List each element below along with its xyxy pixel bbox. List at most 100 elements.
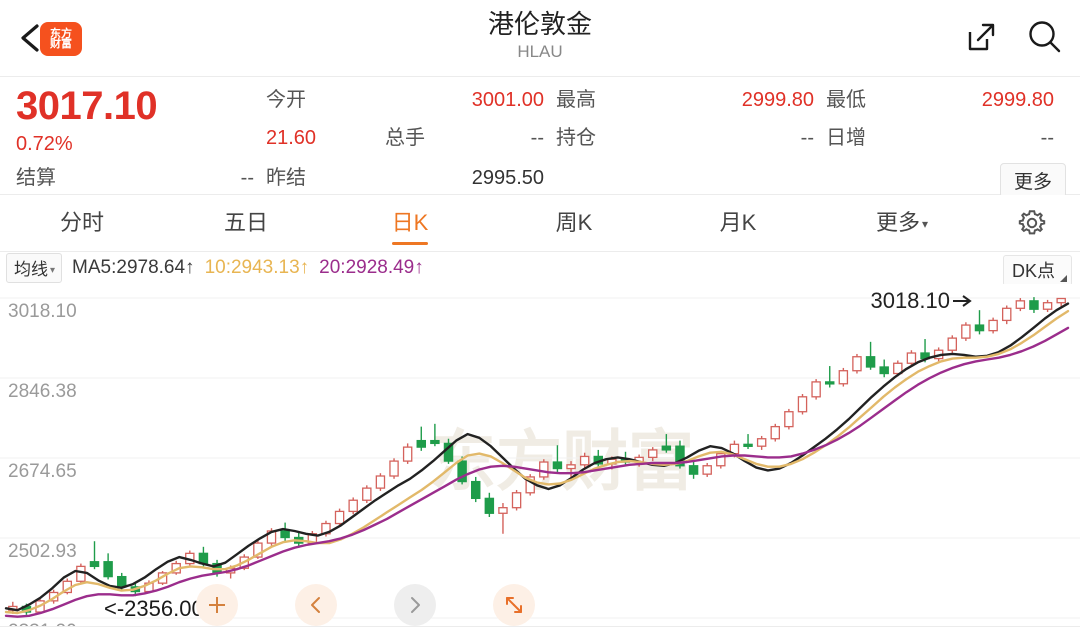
quote-field-open: 今开 3001.00 bbox=[266, 83, 556, 121]
chevron-left-icon bbox=[21, 24, 39, 52]
ma-values: MA5:2978.64↑ 10:2943.13↑ 20:2928.49↑ bbox=[72, 257, 424, 279]
chart-settings-button[interactable] bbox=[984, 207, 1080, 239]
candlestick bbox=[988, 319, 998, 332]
candlestick bbox=[280, 530, 290, 539]
candlestick bbox=[1042, 302, 1053, 310]
candlestick bbox=[906, 352, 917, 364]
chart-gridlines bbox=[0, 297, 1080, 619]
quote-value-volume: -- bbox=[530, 127, 544, 149]
candlestick bbox=[974, 324, 985, 332]
candlestick bbox=[76, 565, 86, 582]
bottom-bar bbox=[0, 626, 1080, 641]
share-external-link-icon bbox=[968, 23, 995, 51]
chevron-down-icon: ▾ bbox=[50, 265, 56, 276]
candlestick bbox=[1001, 307, 1012, 322]
candlestick bbox=[784, 411, 794, 428]
tab-fenshi[interactable]: 分时 bbox=[0, 195, 164, 251]
candlestick bbox=[1015, 300, 1026, 309]
quote-field-volume: 21.60 总手 -- bbox=[266, 121, 556, 159]
brand-logo-line2: 财富 bbox=[50, 37, 72, 50]
candlestick bbox=[566, 464, 576, 470]
candlestick bbox=[824, 381, 835, 385]
ma-selector-label: 均线 bbox=[14, 260, 48, 279]
moving-average-lines bbox=[4, 302, 1070, 618]
quote-value-position: -- bbox=[800, 127, 814, 149]
candlestick bbox=[362, 487, 372, 501]
candlestick bbox=[511, 492, 522, 509]
ma5-value: MA5:2978.64↑ bbox=[72, 257, 195, 278]
chevron-right-icon bbox=[411, 597, 420, 613]
quote-field-settle: 结算 -- bbox=[16, 161, 266, 199]
dk-point-toggle[interactable]: DK点 bbox=[1002, 255, 1072, 286]
tab-dayk[interactable]: 日K bbox=[328, 195, 492, 251]
quote-field-prevsettle: 昨结 2995.50 bbox=[266, 161, 556, 199]
quote-label-open: 今开 bbox=[266, 89, 306, 111]
candlestick bbox=[838, 370, 849, 385]
quote-value-open: 3001.00 bbox=[471, 89, 544, 111]
candlestick bbox=[947, 337, 958, 351]
candlestick bbox=[716, 452, 726, 467]
tab-monthk[interactable]: 月K bbox=[656, 195, 820, 251]
candlestick bbox=[498, 507, 508, 514]
candlestick bbox=[552, 461, 563, 470]
candlestick bbox=[661, 445, 672, 451]
brand-logo[interactable]: 东方 财富 bbox=[40, 22, 82, 56]
ma10-value: 10:2943.13↑ bbox=[204, 257, 310, 278]
candlestick bbox=[103, 561, 113, 578]
candlestick bbox=[430, 439, 440, 445]
gear-icon bbox=[1018, 210, 1046, 235]
chevron-down-icon: ▾ bbox=[921, 216, 929, 231]
price-cell: 3017.10 0.72% bbox=[16, 83, 266, 159]
share-button[interactable] bbox=[962, 18, 1000, 56]
chart-y-tick: 3018.10 bbox=[8, 301, 77, 322]
scroll-left-button[interactable] bbox=[295, 584, 337, 626]
tab-dayk-label: 日K bbox=[391, 210, 429, 235]
candlestick bbox=[402, 446, 413, 462]
tab-weekk-label: 周K bbox=[555, 210, 593, 235]
scroll-right-button[interactable] bbox=[394, 584, 436, 626]
brand-logo-line1: 东方 bbox=[50, 27, 72, 40]
candlestick bbox=[416, 439, 427, 448]
quote-label-daychange: 日增 bbox=[826, 127, 866, 149]
tab-more[interactable]: 更多 ▾ bbox=[820, 195, 984, 252]
quote-more-button[interactable]: 更多 bbox=[999, 162, 1066, 198]
price-tag-arrow-icon bbox=[953, 295, 972, 307]
candlestick bbox=[770, 425, 781, 440]
quote-value-settle: -- bbox=[240, 167, 254, 189]
quote-field-high: 最高 2999.80 bbox=[556, 83, 826, 121]
tab-wuri[interactable]: 五日 bbox=[164, 195, 328, 251]
ma20-value: 20:2928.49↑ bbox=[319, 257, 424, 278]
kline-chart[interactable]: 东方财富 3018.102846.382674.652502.932331.20… bbox=[0, 284, 1080, 636]
back-button[interactable] bbox=[14, 20, 48, 56]
search-button[interactable] bbox=[1026, 18, 1064, 56]
quote-field-low: 最低 2999.80 bbox=[826, 83, 1066, 121]
tab-monthk-label: 月K bbox=[719, 210, 757, 235]
candlestick bbox=[811, 381, 821, 398]
quote-field-position: 持仓 -- bbox=[556, 121, 826, 159]
quote-label-low: 最低 bbox=[826, 89, 866, 111]
quote-value-high: 2999.80 bbox=[741, 89, 814, 111]
candlestick bbox=[1056, 297, 1066, 304]
candlestick bbox=[797, 396, 808, 413]
quote-row-3: 结算 -- 昨结 2995.50 更多 bbox=[16, 161, 1066, 199]
tab-wuri-label: 五日 bbox=[223, 210, 268, 235]
fullscreen-button[interactable] bbox=[493, 584, 535, 626]
tab-weekk[interactable]: 周K bbox=[492, 195, 656, 251]
chevron-left-icon bbox=[311, 597, 320, 613]
ma-line-ma5 bbox=[4, 302, 1070, 612]
quote-label-volume: 总手 bbox=[385, 127, 425, 149]
plus-icon bbox=[209, 597, 225, 613]
change-percent: 0.72% bbox=[16, 133, 73, 155]
zoom-in-button[interactable] bbox=[196, 584, 238, 626]
quote-value-daychange: -- bbox=[1040, 127, 1054, 149]
candlestick bbox=[675, 445, 685, 467]
candlestick bbox=[389, 460, 399, 477]
page-title: 港伦敦金 bbox=[487, 9, 592, 39]
candlestick bbox=[865, 356, 876, 368]
ma-selector[interactable]: 均线 ▾ bbox=[6, 253, 63, 283]
candlestick bbox=[470, 480, 481, 500]
page-title-block: 港伦敦金 HLAU bbox=[0, 8, 1080, 64]
chart-y-tick: 2674.65 bbox=[8, 461, 77, 482]
indicator-bar: 均线 ▾ MA5:2978.64↑ 10:2943.13↑ 20:2928.49↑… bbox=[0, 252, 1080, 286]
